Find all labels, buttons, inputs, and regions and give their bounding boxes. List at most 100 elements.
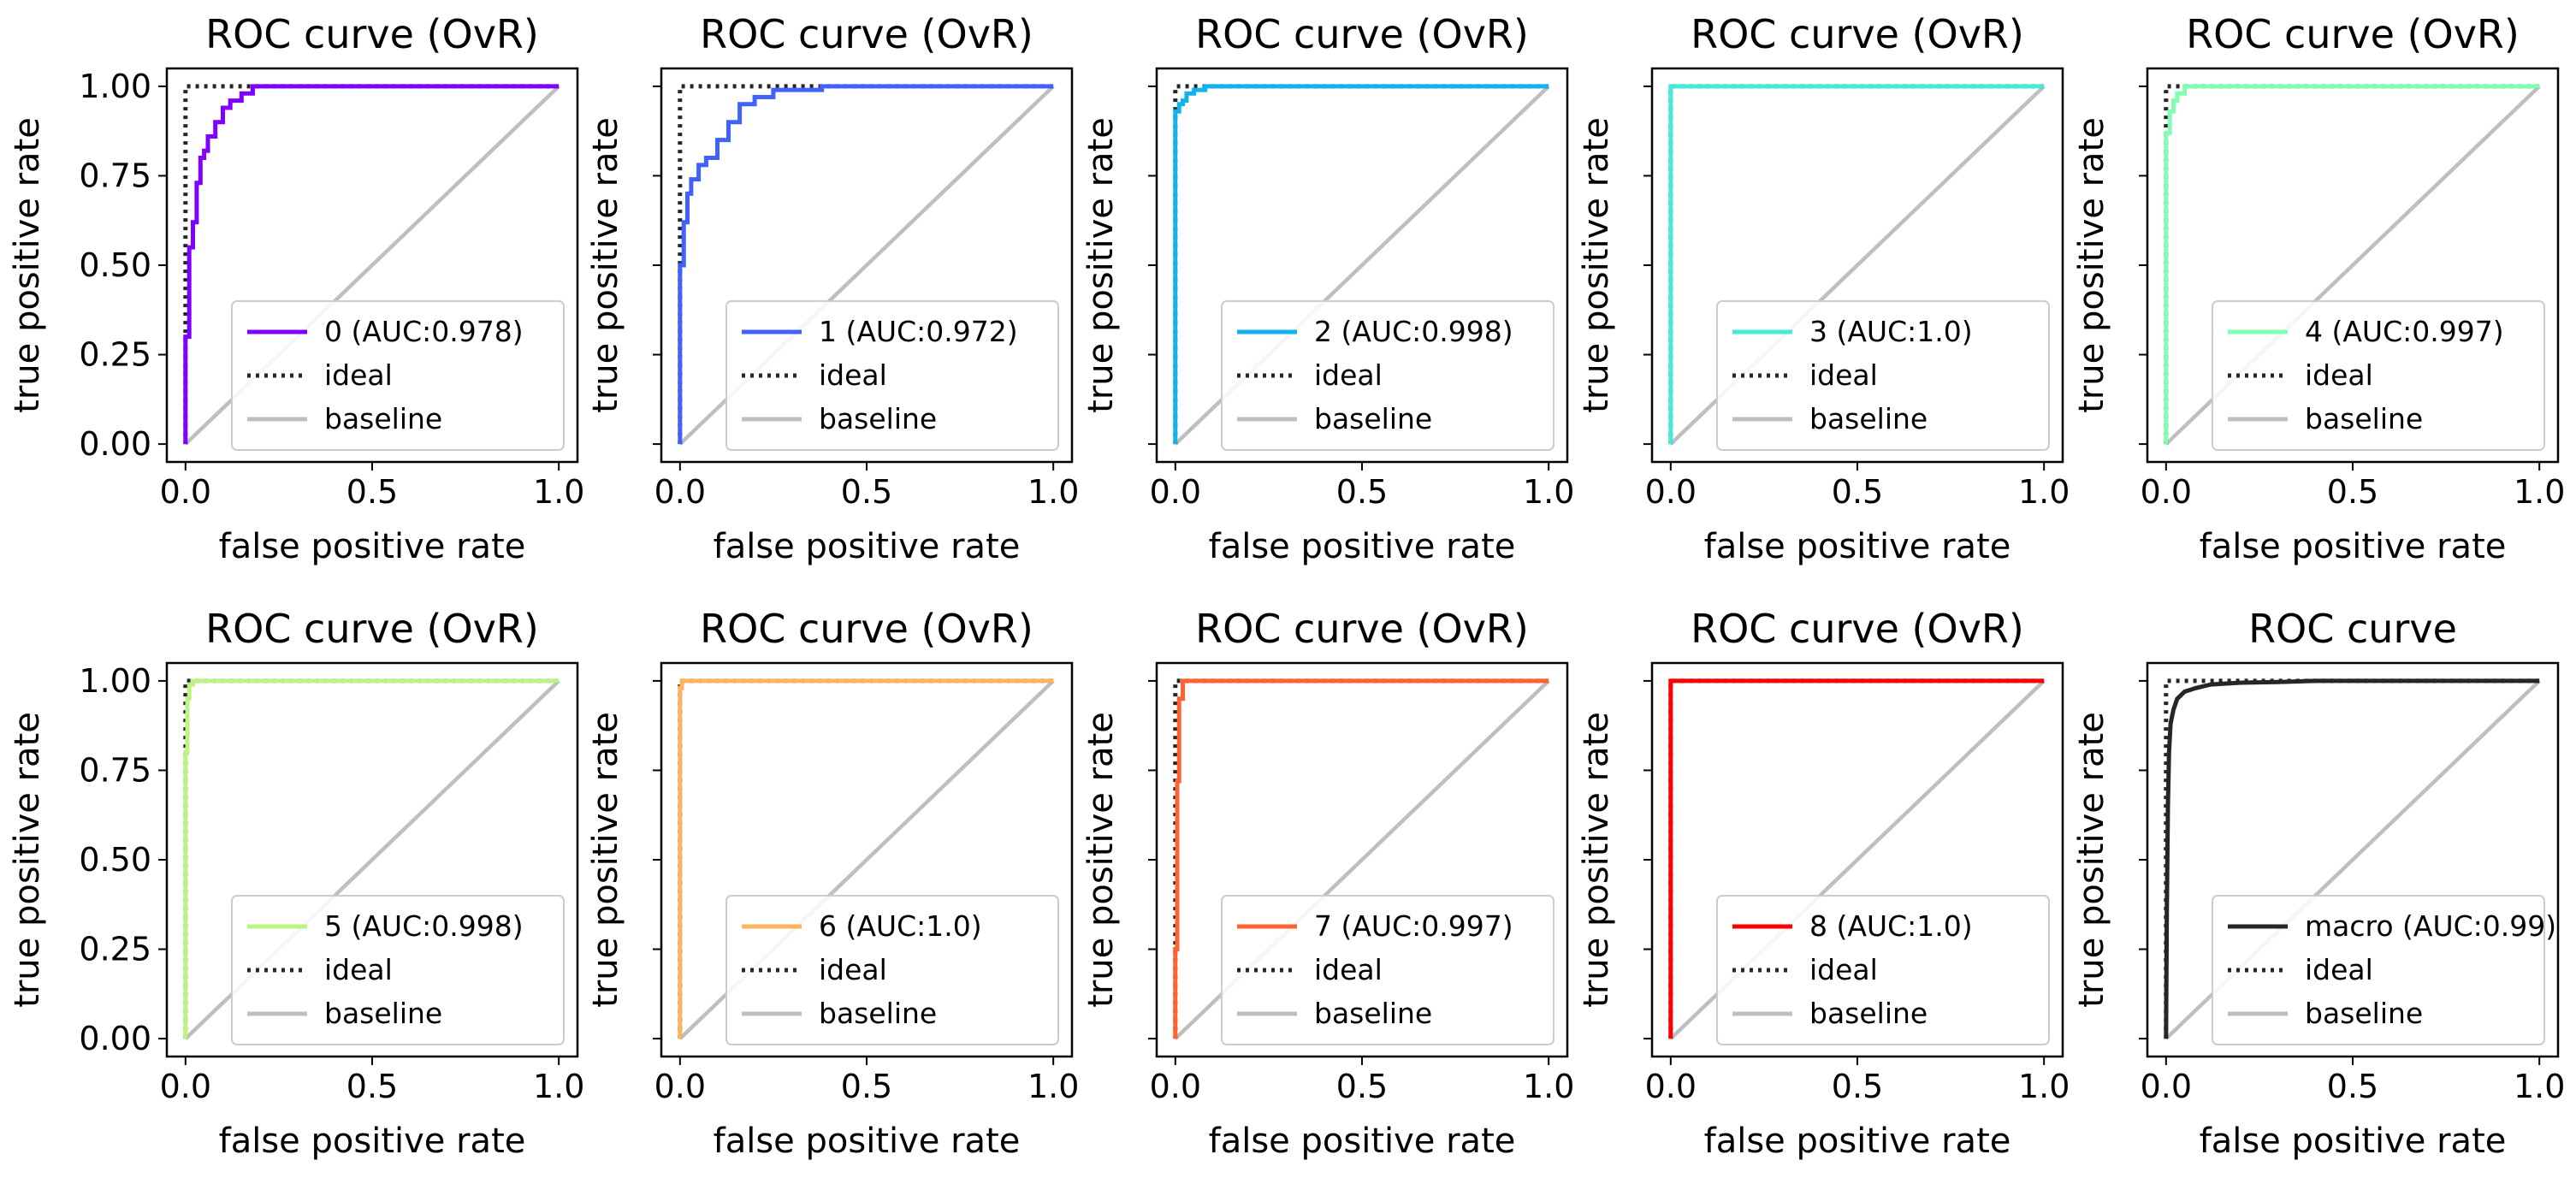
x-axis-label: false positive rate: [1209, 1122, 1516, 1161]
x-tick-label: 1.0: [2514, 1068, 2565, 1105]
legend-box: [1221, 895, 1554, 1045]
roc-panel-7: 0.0 0.5 1.0 ROC curve (OvR) false positive r…: [1081, 606, 1574, 1161]
x-tick-label: 1.0: [2018, 473, 2070, 511]
x-tick-label: 0.0: [654, 1068, 706, 1105]
x-tick-label: 0.0: [654, 473, 706, 511]
roc-panel-5: 0.0 0.5 1.0 0.00 0.25 0.50 0.75 1.00 ROC curve (…: [8, 606, 584, 1161]
legend: 7 (AUC:0.997) ideal baseline: [1221, 895, 1554, 1045]
y-tick-label: 0.75: [79, 751, 151, 789]
y-axis-label: true positive rate: [1081, 117, 1121, 413]
x-tick-label: 1.0: [533, 1068, 584, 1105]
chart-title: ROC curve (OvR): [205, 606, 539, 652]
x-tick-label: 0.5: [841, 1068, 892, 1105]
x-tick-label: 1.0: [1027, 473, 1079, 511]
legend: 5 (AUC:0.998) ideal baseline: [231, 895, 565, 1045]
legend-label-2: baseline: [1314, 997, 1432, 1030]
legend-label-0: 6 (AUC:1.0): [819, 909, 982, 943]
x-tick-label: 0.0: [1645, 473, 1697, 511]
roc-panel-3: 0.0 0.5 1.0 ROC curve (OvR) false positive r…: [1577, 11, 2070, 566]
legend-box: [1221, 300, 1554, 451]
y-axis-label: true positive rate: [1577, 712, 1616, 1008]
x-tick-label: 0.5: [1336, 473, 1388, 511]
roc-panel-8: 0.0 0.5 1.0 ROC curve (OvR) false positive r…: [1577, 606, 2070, 1161]
x-tick-label: 0.5: [841, 473, 892, 511]
chart-title: ROC curve (OvR): [700, 11, 1033, 57]
x-tick-label: 1.0: [1523, 1068, 1574, 1105]
legend-label-0: 8 (AUC:1.0): [1809, 909, 1973, 943]
legend-label-2: baseline: [1809, 402, 1928, 435]
chart-title: ROC curve (OvR): [700, 606, 1033, 652]
legend-box: [2212, 895, 2545, 1045]
x-axis-label: false positive rate: [2200, 1122, 2507, 1161]
legend-box: [231, 895, 565, 1045]
y-axis-label: true positive rate: [2072, 712, 2111, 1008]
x-axis-label: false positive rate: [1209, 527, 1516, 566]
legend-box: [1716, 895, 2050, 1045]
legend-label-2: baseline: [324, 997, 442, 1030]
x-axis-label: false positive rate: [219, 527, 526, 566]
y-axis-label: true positive rate: [1081, 712, 1121, 1008]
legend-label-2: baseline: [2305, 402, 2423, 435]
x-tick-label: 0.5: [1832, 1068, 1883, 1105]
legend-label-1: ideal: [1314, 953, 1383, 986]
x-tick-label: 0.0: [160, 473, 211, 511]
roc-panel-4: 0.0 0.5 1.0 ROC curve (OvR) false positive r…: [2072, 11, 2565, 566]
y-axis-label: true positive rate: [8, 712, 47, 1008]
x-tick-label: 0.0: [160, 1068, 211, 1105]
x-tick-label: 0.5: [2327, 473, 2378, 511]
legend-box: [1716, 300, 2050, 451]
x-tick-label: 0.0: [2141, 473, 2192, 511]
chart-title: ROC curve (OvR): [1195, 11, 1529, 57]
x-tick-label: 1.0: [2514, 473, 2565, 511]
x-tick-label: 0.5: [2327, 1068, 2378, 1105]
x-axis-label: false positive rate: [2200, 527, 2507, 566]
legend: macro (AUC:0.99) ideal baseline: [2212, 895, 2556, 1045]
legend-label-1: ideal: [2305, 953, 2373, 986]
legend-label-0: 4 (AUC:0.997): [2305, 315, 2504, 348]
series-line-model: [2164, 84, 2540, 445]
series-line-model: [1173, 84, 1549, 445]
x-axis-label: false positive rate: [714, 527, 1021, 566]
legend-box: [231, 300, 565, 451]
x-tick-label: 0.5: [1832, 473, 1883, 511]
legend: 1 (AUC:0.972) ideal baseline: [725, 300, 1059, 451]
x-tick-label: 0.5: [346, 473, 398, 511]
legend-box: [725, 300, 1059, 451]
legend-label-0: 0 (AUC:0.978): [324, 315, 524, 348]
legend-label-1: ideal: [819, 953, 887, 986]
chart-title: ROC curve (OvR): [1195, 606, 1529, 652]
series-line-model: [1173, 678, 1549, 1039]
legend-label-0: 7 (AUC:0.997): [1314, 909, 1513, 943]
legend-label-2: baseline: [2305, 997, 2423, 1030]
chart-title: ROC curve: [2248, 606, 2457, 652]
x-tick-label: 0.0: [2141, 1068, 2192, 1105]
x-tick-label: 0.0: [1150, 1068, 1201, 1105]
y-tick-label: 0.25: [79, 336, 151, 374]
legend: 4 (AUC:0.997) ideal baseline: [2212, 300, 2545, 451]
legend-label-2: baseline: [324, 402, 442, 435]
y-axis-label: true positive rate: [586, 117, 625, 413]
legend-label-1: ideal: [1809, 358, 1878, 392]
series-line-model: [678, 678, 1054, 1039]
series-line-model: [2164, 678, 2540, 1039]
series-line-model: [1668, 678, 2045, 1039]
roc-panel-2: 0.0 0.5 1.0 ROC curve (OvR) false positive r…: [1081, 11, 1574, 566]
x-axis-label: false positive rate: [1704, 1122, 2011, 1161]
x-tick-label: 0.5: [346, 1068, 398, 1105]
legend-label-2: baseline: [819, 402, 937, 435]
legend-label-0: 1 (AUC:0.972): [819, 315, 1018, 348]
legend-label-0: 5 (AUC:0.998): [324, 909, 524, 943]
legend-label-0: 3 (AUC:1.0): [1809, 315, 1973, 348]
legend-box: [725, 895, 1059, 1045]
y-axis-label: true positive rate: [8, 117, 47, 413]
legend-label-1: ideal: [324, 358, 393, 392]
x-tick-label: 1.0: [1523, 473, 1574, 511]
x-axis-label: false positive rate: [714, 1122, 1021, 1161]
y-tick-label: 0.00: [79, 425, 151, 463]
roc-panel-0: 0.0 0.5 1.0 0.00 0.25 0.50 0.75 1.00 ROC curve (…: [8, 11, 584, 566]
legend-label-2: baseline: [819, 997, 937, 1030]
legend-label-1: ideal: [324, 953, 393, 986]
legend-label-0: 2 (AUC:0.998): [1314, 315, 1513, 348]
roc-panel-9: 0.0 0.5 1.0 ROC curve false positive rate tru…: [2072, 606, 2565, 1161]
legend: 2 (AUC:0.998) ideal baseline: [1221, 300, 1554, 451]
